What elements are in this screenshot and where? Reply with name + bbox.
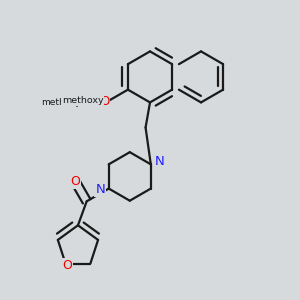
Text: O: O <box>62 259 72 272</box>
Text: methoxy: methoxy <box>41 98 81 106</box>
Text: N: N <box>95 183 105 196</box>
Text: O: O <box>100 95 110 108</box>
Text: N: N <box>154 155 164 168</box>
Text: O: O <box>70 175 80 188</box>
Text: methoxy: methoxy <box>62 96 103 105</box>
